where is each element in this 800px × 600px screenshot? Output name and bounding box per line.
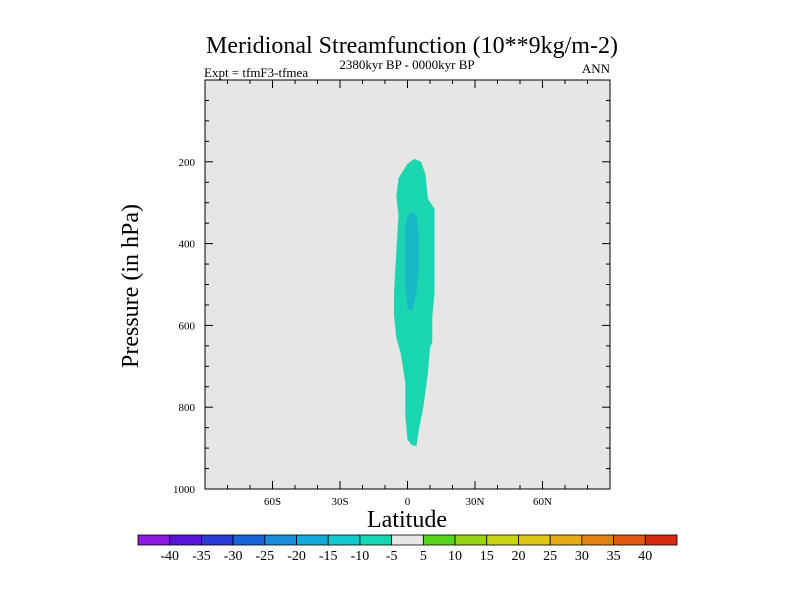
colorbar-label: -25 (255, 549, 274, 564)
experiment-label: Expt = tfmF3-tfmea (204, 65, 308, 80)
contour-regions (394, 158, 435, 447)
y-tick-label: 1000 (173, 484, 196, 496)
colorbar-label: -10 (351, 549, 370, 564)
contour-region-negative-cell-outer (394, 158, 435, 447)
colorbar-swatch (454, 534, 488, 546)
y-tick-label: 600 (179, 320, 196, 332)
colorbar-swatch (264, 534, 297, 546)
chart-title: Meridional Streamfunction (10**9kg/m-2) (206, 33, 618, 59)
colorbar-swatch (327, 534, 361, 546)
colorbar-label: -20 (287, 549, 306, 564)
colorbar-label: 10 (448, 549, 462, 564)
y-tick-label: 400 (179, 239, 196, 251)
colorbar-label: -35 (192, 549, 211, 564)
colorbar-swatch (359, 534, 393, 546)
x-tick-label: 0 (405, 496, 411, 508)
colorbar-labels: -40 -35 -30 -25 -20 -15 -10 -5 5 10 15 20 25 30 35 40 (160, 549, 652, 564)
y-axis-label: Pressure (in hPa) (118, 204, 144, 368)
y-tick-label: 800 (179, 402, 196, 414)
colorbar-label: 25 (543, 549, 557, 564)
axis-ticks (204, 79, 611, 490)
contour-region-negative-cell-inner (405, 211, 419, 312)
x-tick-label: 30S (331, 496, 348, 508)
colorbar-label: 35 (607, 549, 621, 564)
colorbar-swatch (549, 534, 583, 546)
colorbar-swatch (486, 534, 519, 546)
x-tick-label: 30N (466, 496, 485, 508)
colorbar-swatch (613, 534, 646, 546)
x-tick-label: 60N (533, 496, 552, 508)
colorbar (137, 534, 678, 546)
colorbar-label: 20 (511, 549, 525, 564)
x-axis-label: Latitude (367, 507, 447, 533)
colorbar-swatch (391, 534, 424, 546)
colorbar-swatch (137, 534, 171, 546)
colorbar-label: 5 (420, 549, 427, 564)
colorbar-swatch (201, 534, 234, 546)
x-tick-label: 60S (264, 496, 281, 508)
chart-subtitle: 2380kyr BP - 0000kyr BP (339, 57, 474, 72)
axis-tick-labels: 60S 30S 0 30N 60N 200 400 600 800 1000 (173, 157, 552, 508)
colorbar-swatch (581, 534, 614, 546)
colorbar-label: -40 (160, 549, 179, 564)
colorbar-label: -15 (319, 549, 338, 564)
colorbar-swatch (518, 534, 551, 546)
colorbar-swatch (232, 534, 266, 546)
colorbar-label: -5 (386, 549, 398, 564)
colorbar-swatch (169, 534, 202, 546)
colorbar-swatch (644, 534, 678, 546)
y-tick-label: 200 (179, 157, 196, 169)
colorbar-label: -30 (224, 549, 243, 564)
colorbar-label: 15 (480, 549, 494, 564)
colorbar-swatch (422, 534, 456, 546)
colorbar-label: 40 (638, 549, 652, 564)
colorbar-swatch (296, 534, 329, 546)
season-label: ANN (582, 61, 611, 76)
colorbar-label: 30 (575, 549, 589, 564)
